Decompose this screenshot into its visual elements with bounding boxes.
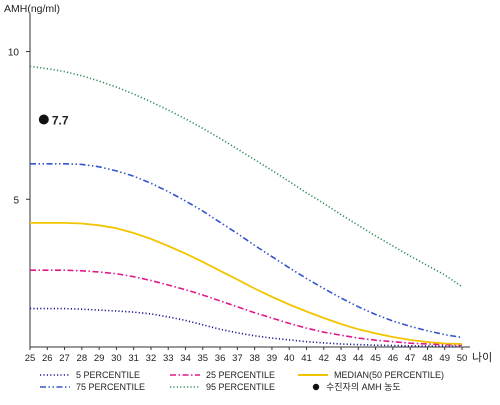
x-tick-label: 35	[198, 353, 209, 364]
x-tick-label: 41	[301, 353, 312, 364]
x-tick-label: 30	[111, 353, 122, 364]
x-tick-label: 40	[284, 353, 295, 364]
x-tick-label: 27	[59, 353, 70, 364]
x-tick-label: 25	[25, 353, 36, 364]
x-tick-label: 48	[422, 353, 433, 364]
x-axis-label: 나이	[472, 351, 492, 364]
series-line-median-50-percentile	[30, 221, 463, 345]
x-tick-label: 29	[94, 353, 105, 364]
patient-amh-point	[38, 114, 49, 125]
x-tick-label: 50	[457, 353, 468, 364]
x-tick-label: 26	[42, 353, 53, 364]
x-tick-label: 28	[77, 353, 88, 364]
series-line-75-percentile	[30, 163, 463, 339]
x-tick-label: 43	[336, 353, 347, 364]
x-tick-label: 39	[267, 353, 278, 364]
x-tick-label: 42	[318, 353, 329, 364]
y-tick-label: 5	[13, 195, 19, 206]
x-tick-label: 49	[439, 353, 450, 364]
legend-marker-symbol	[312, 383, 320, 391]
series-line-25-percentile	[30, 269, 463, 346]
x-tick-label: 32	[146, 353, 157, 364]
series-line-5-percentile	[30, 307, 463, 348]
x-tick-label: 45	[370, 353, 381, 364]
x-tick-label: 36	[215, 353, 226, 364]
legend-label-5-percentile: 5 PERCENTILE	[76, 370, 140, 380]
series-line-95-percentile	[29, 65, 463, 288]
legend-label-75-percentile: 75 PERCENTILE	[76, 382, 145, 392]
x-tick-label: 37	[232, 353, 243, 364]
y-tick-label: 10	[8, 48, 20, 59]
legend-label-95-percentile: 95 PERCENTILE	[206, 382, 275, 392]
x-tick-label: 47	[405, 353, 416, 364]
x-tick-label: 46	[388, 353, 399, 364]
x-tick-label: 33	[163, 353, 174, 364]
x-tick-label: 38	[249, 353, 260, 364]
legend-label-median-50-percentile: MEDIAN(50 PERCENTILE)	[334, 370, 444, 380]
x-tick-label: 31	[128, 353, 139, 364]
legend-label-25-percentile: 25 PERCENTILE	[206, 370, 275, 380]
y-axis-label: AMH(ng/ml)	[4, 3, 60, 15]
x-tick-label: 44	[353, 353, 364, 364]
x-tick-label: 34	[180, 353, 191, 364]
patient-amh-value-label: 7.7	[52, 114, 69, 128]
legend-marker-label: 수진자의 AMH 농도	[326, 382, 401, 392]
